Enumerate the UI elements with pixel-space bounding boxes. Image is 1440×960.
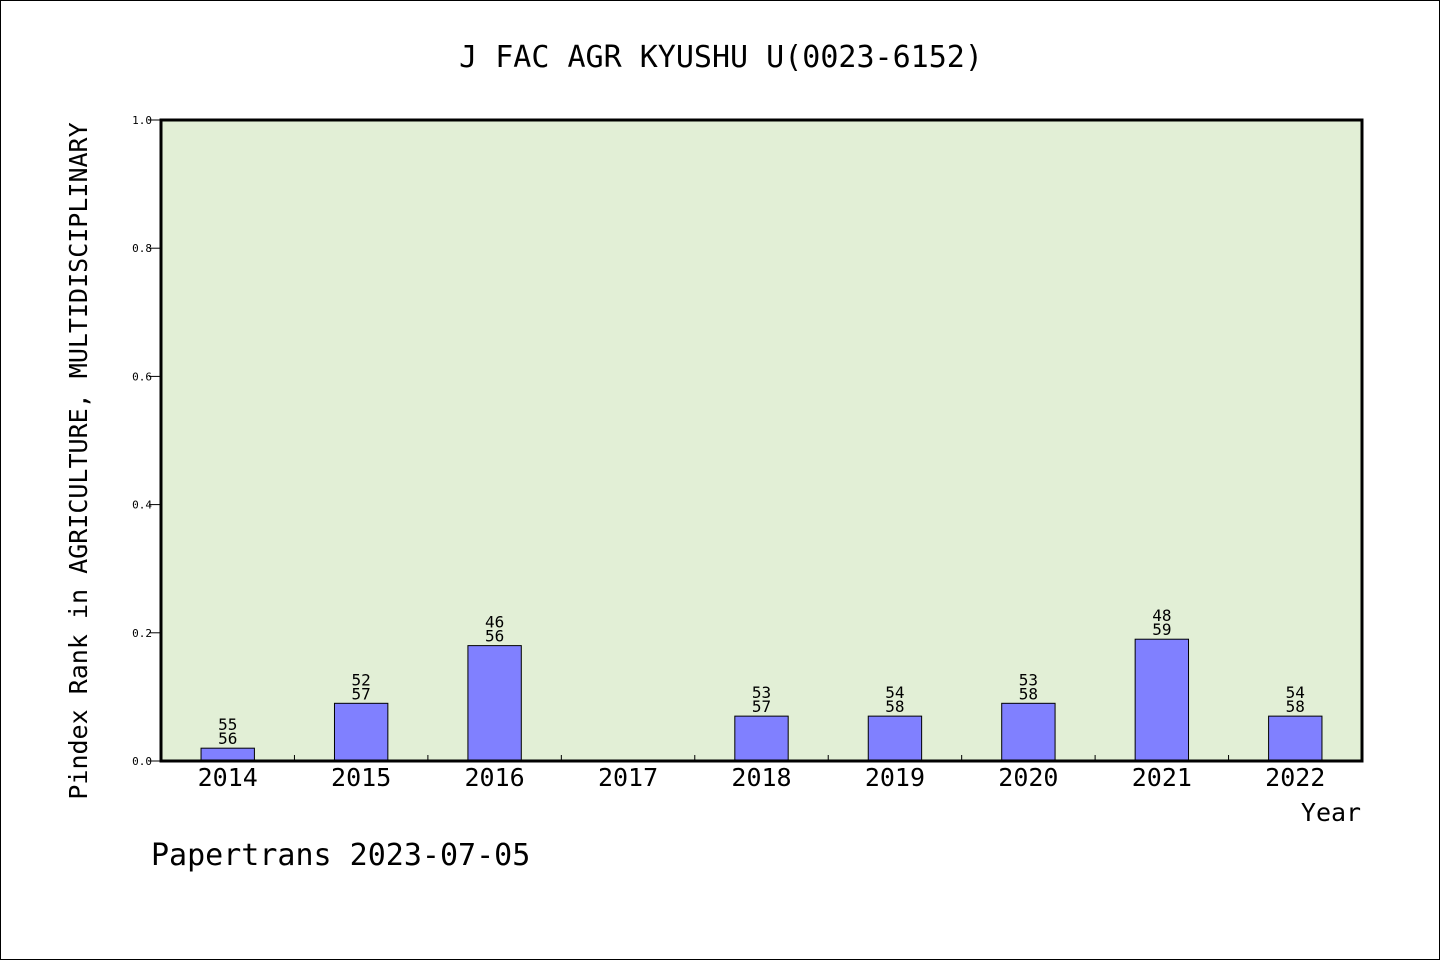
- bar-label-top: 55: [218, 715, 237, 734]
- x-tick-label: 2020: [998, 763, 1058, 792]
- bar: [734, 715, 789, 762]
- x-tick-label: 2015: [331, 763, 391, 792]
- y-tick-label: 0.2: [132, 627, 152, 640]
- x-tick-label: 2021: [1132, 763, 1192, 792]
- bar: [467, 645, 522, 762]
- bar-label-top: 54: [1286, 683, 1305, 702]
- bar: [333, 702, 389, 762]
- x-tick-label: 2017: [598, 763, 658, 792]
- bar-label-bottom: 58: [1286, 697, 1305, 716]
- bar-label-bottom: 59: [1152, 620, 1171, 639]
- bar-label-top: 52: [352, 670, 371, 689]
- x-tick-label: 2016: [465, 763, 525, 792]
- x-tick-label: 2014: [198, 763, 258, 792]
- ticks-group: 0.0 0.2 0.4 0.6 0.8 1.0 2014 2015 2016 2017 2018 20…: [132, 114, 1325, 792]
- bar-label-bottom: 58: [1019, 684, 1038, 703]
- bar-label-top: 54: [885, 683, 904, 702]
- bar-label-bottom: 58: [885, 697, 904, 716]
- bar-label-top: 46: [485, 613, 504, 632]
- bar-label-bottom: 56: [218, 729, 237, 748]
- x-axis-label: Year: [1301, 798, 1361, 827]
- plot-border: [159, 118, 1364, 763]
- bar-label-bottom: 57: [752, 697, 771, 716]
- bar: [867, 715, 923, 762]
- chart-title: J FAC AGR KYUSHU U(0023-6152): [459, 40, 983, 75]
- y-axis-label: Pindex Rank in AGRICULTURE, MULTIDISCIPL…: [64, 122, 93, 799]
- x-tick-label: 2018: [731, 763, 791, 792]
- y-tick-label: 0.8: [132, 242, 152, 255]
- y-tick-label: 0.6: [132, 370, 152, 383]
- y-tick-label: 1.0: [132, 114, 152, 127]
- x-tick-label: 2019: [865, 763, 925, 792]
- bar-label-bottom: 57: [352, 684, 371, 703]
- bar: [200, 747, 255, 762]
- footer-credit: Papertrans 2023-07-05: [151, 838, 530, 873]
- bar: [1134, 638, 1190, 762]
- x-tick-label: 2022: [1265, 763, 1325, 792]
- bar-label-top: 48: [1152, 606, 1171, 625]
- bar: [1268, 715, 1323, 762]
- bar-label-top: 53: [752, 683, 771, 702]
- bar: [1001, 702, 1056, 762]
- y-tick-label: 0.0: [132, 755, 152, 768]
- y-tick-label: 0.4: [132, 499, 152, 512]
- bar-label-bottom: 56: [485, 627, 504, 646]
- bar-label-top: 53: [1019, 670, 1038, 689]
